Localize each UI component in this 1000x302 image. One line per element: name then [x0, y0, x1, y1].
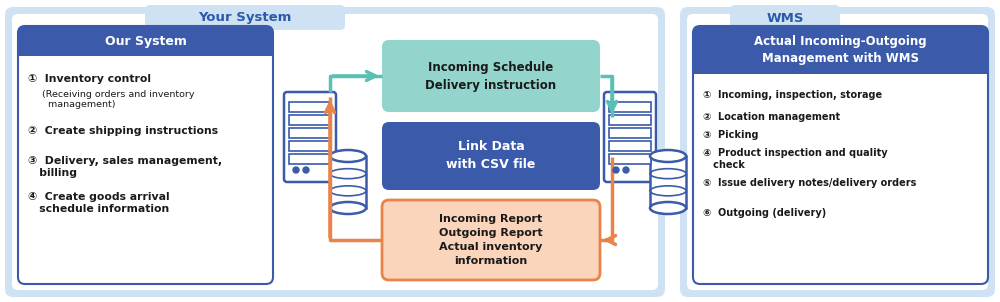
FancyBboxPatch shape [382, 122, 600, 190]
Bar [609, 115, 651, 125]
Text: ⑤  Issue delivery notes/delivery orders: ⑤ Issue delivery notes/delivery orders [703, 178, 916, 188]
Bar [609, 154, 651, 164]
Text: ③  Delivery, sales management,
   billing: ③ Delivery, sales management, billing [28, 156, 222, 178]
FancyBboxPatch shape [284, 92, 336, 182]
Ellipse shape [650, 202, 686, 214]
Text: Incoming Schedule
Delivery instruction: Incoming Schedule Delivery instruction [425, 60, 557, 92]
FancyBboxPatch shape [382, 200, 600, 280]
FancyBboxPatch shape [145, 5, 345, 30]
Bar [289, 141, 331, 151]
Text: Our System: Our System [105, 34, 186, 47]
Bar [609, 102, 651, 112]
FancyBboxPatch shape [604, 92, 656, 182]
Ellipse shape [650, 150, 686, 162]
Circle shape [623, 167, 629, 173]
Bar [693, 50, 988, 74]
Text: ③  Picking: ③ Picking [703, 130, 759, 140]
Ellipse shape [330, 150, 366, 162]
Text: Your System: Your System [198, 11, 292, 24]
FancyBboxPatch shape [18, 54, 273, 284]
FancyBboxPatch shape [730, 5, 840, 30]
FancyBboxPatch shape [680, 7, 995, 297]
FancyBboxPatch shape [693, 72, 988, 284]
FancyBboxPatch shape [693, 26, 988, 74]
Circle shape [303, 167, 309, 173]
Bar [650, 156, 686, 208]
Text: ②  Create shipping instructions: ② Create shipping instructions [28, 126, 218, 136]
Bar [609, 128, 651, 138]
Bar [609, 141, 651, 151]
Text: ①  Incoming, inspection, storage: ① Incoming, inspection, storage [703, 90, 882, 100]
Text: ④  Create goods arrival
   schedule information: ④ Create goods arrival schedule informat… [28, 192, 170, 214]
Circle shape [613, 167, 619, 173]
Bar [289, 128, 331, 138]
Bar [289, 154, 331, 164]
Text: ②  Location management: ② Location management [703, 112, 840, 122]
Text: (Receiving orders and inventory
  management): (Receiving orders and inventory manageme… [42, 90, 194, 109]
Circle shape [293, 167, 299, 173]
Bar [330, 156, 366, 208]
Bar [18, 51, 273, 56]
Text: Actual Incoming-Outgoing
Management with WMS: Actual Incoming-Outgoing Management with… [754, 35, 927, 65]
FancyBboxPatch shape [687, 14, 988, 290]
Text: ④  Product inspection and quality
   check: ④ Product inspection and quality check [703, 148, 888, 170]
FancyBboxPatch shape [382, 40, 600, 112]
FancyBboxPatch shape [12, 14, 658, 290]
Text: Incoming Report
Outgoing Report
Actual inventory
information: Incoming Report Outgoing Report Actual i… [439, 214, 543, 266]
Text: ⑥  Outgoing (delivery): ⑥ Outgoing (delivery) [703, 208, 826, 218]
Bar [289, 115, 331, 125]
Bar [289, 102, 331, 112]
Text: Link Data
with CSV file: Link Data with CSV file [446, 140, 536, 172]
FancyBboxPatch shape [18, 26, 273, 56]
Ellipse shape [330, 202, 366, 214]
Text: ①  Inventory control: ① Inventory control [28, 74, 151, 84]
Text: WMS: WMS [766, 11, 804, 24]
FancyBboxPatch shape [5, 7, 665, 297]
Bar [18, 41, 273, 56]
Bar [693, 69, 988, 74]
